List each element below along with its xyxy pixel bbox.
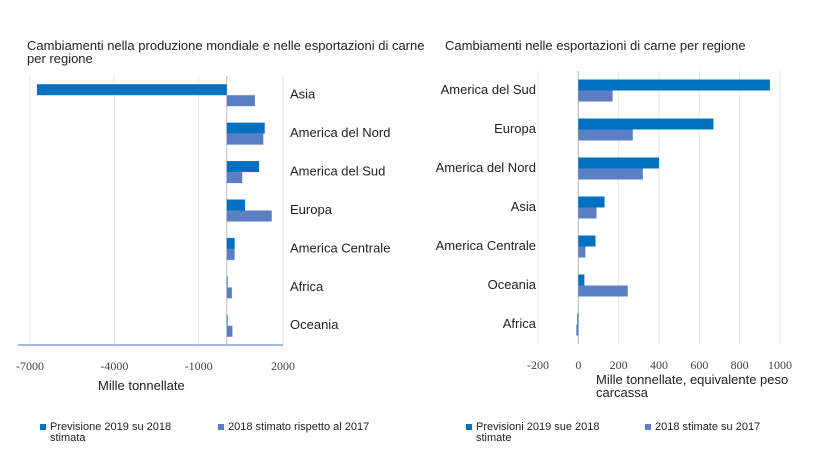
category-label: Asia <box>511 199 537 214</box>
x-tick-label: 0 <box>575 358 581 372</box>
x-axis-label: Mille tonnellate, equivalente peso carca… <box>596 372 789 400</box>
legend-label: Previsione 2019 su 2018 stimata <box>50 421 172 444</box>
legend-swatch <box>218 424 224 430</box>
legend-label: 2018 stimate su 2017 <box>655 421 761 433</box>
bar <box>226 314 228 326</box>
category-label: Oceania <box>290 317 339 332</box>
legend-label: Previsioni 2019 sue 2018 stimate <box>476 421 600 444</box>
bar <box>578 207 597 219</box>
category-label: Europa <box>290 202 333 217</box>
bar <box>576 324 579 336</box>
bar <box>578 196 605 208</box>
legend-swatch <box>645 424 651 430</box>
category-label: Africa <box>503 316 537 331</box>
category-label: America del Nord <box>290 125 390 140</box>
category-label: America del Sud <box>290 164 385 179</box>
bar <box>226 248 235 260</box>
bar <box>578 168 643 180</box>
bar <box>37 84 227 96</box>
category-label: Asia <box>290 87 316 102</box>
category-label: Oceania <box>488 277 537 292</box>
x-tick-label: 800 <box>731 358 749 372</box>
bar <box>226 210 272 222</box>
bar <box>226 237 235 249</box>
bar <box>226 122 265 134</box>
category-label: America Centrale <box>290 240 390 255</box>
bar <box>578 246 586 258</box>
chart-title: Cambiamenti nelle esportazioni di carne … <box>445 38 746 53</box>
legend-swatch <box>466 424 472 430</box>
bar <box>578 79 770 91</box>
bar <box>226 325 233 337</box>
bar <box>578 118 714 130</box>
category-label: Africa <box>290 279 324 294</box>
bar <box>578 274 585 286</box>
x-tick-label: 2000 <box>271 359 295 373</box>
x-tick-label: -1000 <box>185 359 213 373</box>
bar <box>578 285 628 297</box>
bar <box>226 133 264 145</box>
category-label: America Centrale <box>436 238 536 253</box>
x-tick-label: 400 <box>650 358 668 372</box>
chart-title: Cambiamenti nella produzione mondiale e … <box>27 38 425 66</box>
bar <box>577 313 579 325</box>
x-tick-label: -200 <box>527 358 549 372</box>
legend-label: 2018 stimato rispetto al 2017 <box>228 421 370 433</box>
bar <box>226 161 260 173</box>
bar <box>226 199 246 211</box>
x-tick-label: 200 <box>610 358 628 372</box>
x-tick-label: 600 <box>690 358 708 372</box>
category-label: Europa <box>494 121 537 136</box>
bar <box>226 172 243 184</box>
x-axis-label: Mille tonnellate <box>98 378 185 393</box>
category-label: America del Sud <box>441 82 536 97</box>
bar <box>226 95 255 107</box>
legend-swatch <box>40 424 46 430</box>
x-tick-label: 1000 <box>768 358 792 372</box>
bar <box>578 235 596 247</box>
x-tick-label: -7000 <box>16 359 44 373</box>
bar <box>578 157 659 169</box>
bar <box>226 276 228 288</box>
bar <box>226 287 232 299</box>
bar <box>578 90 613 102</box>
x-tick-label: -4000 <box>100 359 128 373</box>
bar <box>578 129 633 141</box>
category-label: America del Nord <box>436 160 536 175</box>
